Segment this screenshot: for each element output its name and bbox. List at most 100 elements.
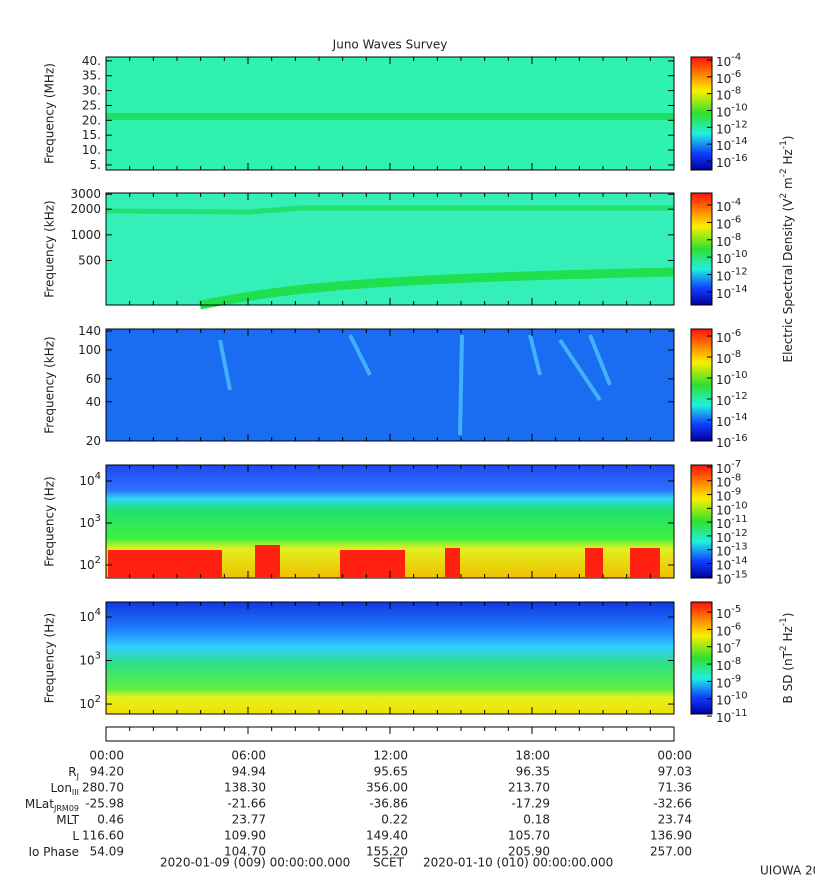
colorbar-tick-base: 10	[716, 155, 731, 169]
colorbar-tick-exponent: -12	[731, 391, 747, 402]
colorbar-tick-exponent: -7	[731, 639, 741, 650]
colorbar-tick-label: 10-4	[716, 197, 741, 214]
colorbar-tick-label: 10-14	[716, 284, 748, 301]
ephemeris-label-text: Lon	[51, 781, 72, 795]
y-axis-label: Frequency (kHz)	[43, 336, 57, 433]
time-tick-label: 00:00	[657, 749, 692, 763]
y-tick-base: 10	[79, 653, 94, 667]
ephemeris-label-subscript: JRM09	[53, 804, 79, 813]
footer-start: 2020-01-09 (009) 00:00:00.000	[160, 856, 350, 870]
credit: UIOWA 20200306	[760, 864, 815, 878]
ephemeris-label-subscript: III	[72, 788, 79, 797]
colorbar-tick-exponent: -10	[731, 370, 747, 381]
colorbar-tick-exponent: -11	[731, 514, 747, 525]
footer-end: 2020-01-10 (010) 00:00:00.000	[423, 856, 613, 870]
y-tick-label: 102	[79, 694, 101, 711]
colorbar-tick-label: 10-10	[716, 103, 748, 120]
ephemeris-value: -25.98	[85, 797, 124, 811]
colorbar-title-text: Electric Spectral Density (V	[781, 198, 795, 363]
y-tick-label: 102	[79, 555, 101, 572]
colorbar-tick-label: 10-5	[716, 604, 741, 621]
ephemeris-value: -21.66	[227, 797, 266, 811]
colorbar-tick-exponent: -14	[731, 136, 747, 147]
colorbar-tick-label: 10-12	[716, 267, 748, 284]
y-tick-base: 10.	[82, 143, 101, 157]
colorbar-tick-label: 10-15	[716, 569, 748, 586]
y-axis-label: Frequency (Hz)	[43, 613, 57, 704]
colorbar-tick-label: 10-10	[716, 691, 748, 708]
y-tick-label: 20.	[82, 113, 101, 127]
time-tick-label: 00:00	[89, 749, 124, 763]
ephemeris-value: 0.22	[381, 813, 408, 827]
ephemeris-label: MLT	[56, 813, 79, 827]
colorbar-tick-exponent: -8	[731, 86, 741, 97]
colorbar-tick-base: 10	[716, 503, 731, 517]
ephemeris-label: Io Phase	[28, 845, 79, 859]
colorbar-tick-base: 10	[716, 122, 731, 136]
colorbar-tick-label: 10-16	[716, 153, 748, 170]
colorbar-tick-label: 10-11	[716, 708, 748, 725]
colorbar	[690, 328, 713, 442]
spectrogram-band	[106, 113, 674, 120]
colorbar-tick-label: 10-10	[716, 249, 748, 266]
colorbar-tick-exponent: -10	[731, 500, 747, 511]
colorbar-tick-exponent: -6	[731, 621, 741, 632]
colorbar-tick-exponent: -10	[731, 249, 747, 260]
y-tick-exponent: 2	[95, 555, 101, 566]
colorbar-tick-base: 10	[716, 234, 731, 248]
ephemeris-label-text: MLat	[25, 797, 54, 811]
colorbar-tick-label: 10-4	[716, 52, 741, 68]
colorbar-tick-exponent: -7	[731, 459, 741, 470]
colorbar-tick-label: 10-8	[716, 232, 741, 249]
ephemeris-label-text: L	[72, 829, 79, 843]
ephemeris-value: 280.70	[82, 781, 124, 795]
y-tick-label: 5.	[90, 157, 101, 171]
colorbar-tick-base: 10	[716, 517, 731, 531]
colorbar-tick-base: 10	[716, 711, 731, 725]
ephemeris-value: 54.09	[90, 845, 124, 859]
colorbar-title: Electric Spectral Density (V2 m-2 Hz-1)	[779, 135, 795, 362]
colorbar-tick-base: 10	[716, 461, 731, 475]
time-tick-label: 18:00	[515, 749, 550, 763]
y-tick-base: 40.	[82, 53, 101, 67]
colorbar-tick-label: 10-12	[716, 391, 748, 408]
colorbar-tick-base: 10	[716, 558, 731, 572]
ephemeris-value: 23.74	[658, 813, 692, 827]
colorbar-tick-exponent: -12	[731, 528, 747, 539]
colorbar-tick-label: 10-12	[716, 119, 748, 136]
colorbar-tick-exponent: -9	[731, 487, 741, 498]
colorbar-title-text: B SD (nT	[781, 650, 795, 703]
spectrogram-band	[199, 267, 675, 310]
colorbar-tick-exponent: -10	[731, 103, 747, 114]
colorbar-title-exponent: 2	[779, 645, 789, 651]
colorbar-tick-base: 10	[716, 415, 731, 429]
y-tick-base: 40	[86, 394, 101, 408]
ephemeris-value: 136.90	[650, 829, 692, 843]
colorbar-tick-base: 10	[716, 624, 731, 638]
y-tick-label: 103	[79, 651, 101, 668]
y-tick-base: 10	[79, 697, 94, 711]
colorbar-title-text: Hz	[781, 149, 795, 168]
colorbar-tick-label: 10-6	[716, 621, 741, 638]
y-tick-label: 2000	[70, 202, 101, 216]
y-tick-label: 10.	[82, 143, 101, 157]
colorbar-tick-label: 10-14	[716, 412, 748, 429]
y-tick-exponent: 3	[95, 651, 101, 662]
spectrogram-streaks	[218, 334, 612, 436]
colorbar-tick-base: 10	[716, 607, 731, 621]
y-tick-base: 60	[86, 371, 101, 385]
colorbar-tick-base: 10	[716, 71, 731, 85]
colorbar-tick-base: 10	[716, 475, 731, 489]
y-tick-exponent: 2	[95, 694, 101, 705]
y-tick-base: 500	[78, 253, 101, 267]
colorbar-tick-label: 10-7	[716, 639, 741, 656]
y-tick-label: 40	[86, 394, 101, 408]
colorbar-title-exponent: -2	[779, 168, 789, 177]
colorbar-tick-exponent: -14	[731, 412, 747, 423]
y-tick-base: 30.	[82, 83, 101, 97]
colorbar	[690, 56, 713, 171]
ephemeris-value: 97.03	[658, 765, 692, 779]
colorbar-tick-label: 10-10	[716, 500, 748, 517]
colorbar-tick-base: 10	[716, 544, 731, 558]
